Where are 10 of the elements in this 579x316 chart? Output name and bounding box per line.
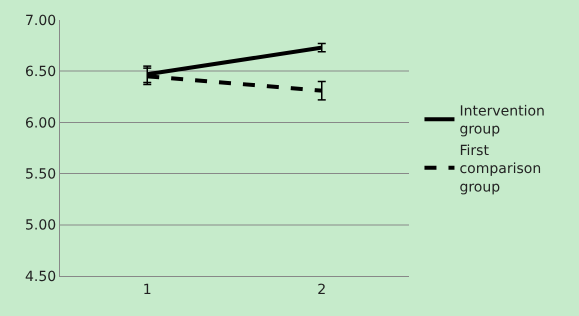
legend-label: First comparison group <box>459 142 542 196</box>
x-tick-label: 2 <box>317 282 326 298</box>
y-tick-label: 6.50 <box>25 64 56 80</box>
legend-label: Intervention group <box>459 104 545 138</box>
x-tick-label: 1 <box>142 282 152 298</box>
y-tick-label: 4.50 <box>25 268 56 285</box>
y-tick-label: 5.50 <box>25 166 56 182</box>
y-tick-label: 6.00 <box>25 115 56 132</box>
y-tick-label: 5.00 <box>25 218 56 234</box>
y-tick-label: 7.00 <box>25 12 56 29</box>
